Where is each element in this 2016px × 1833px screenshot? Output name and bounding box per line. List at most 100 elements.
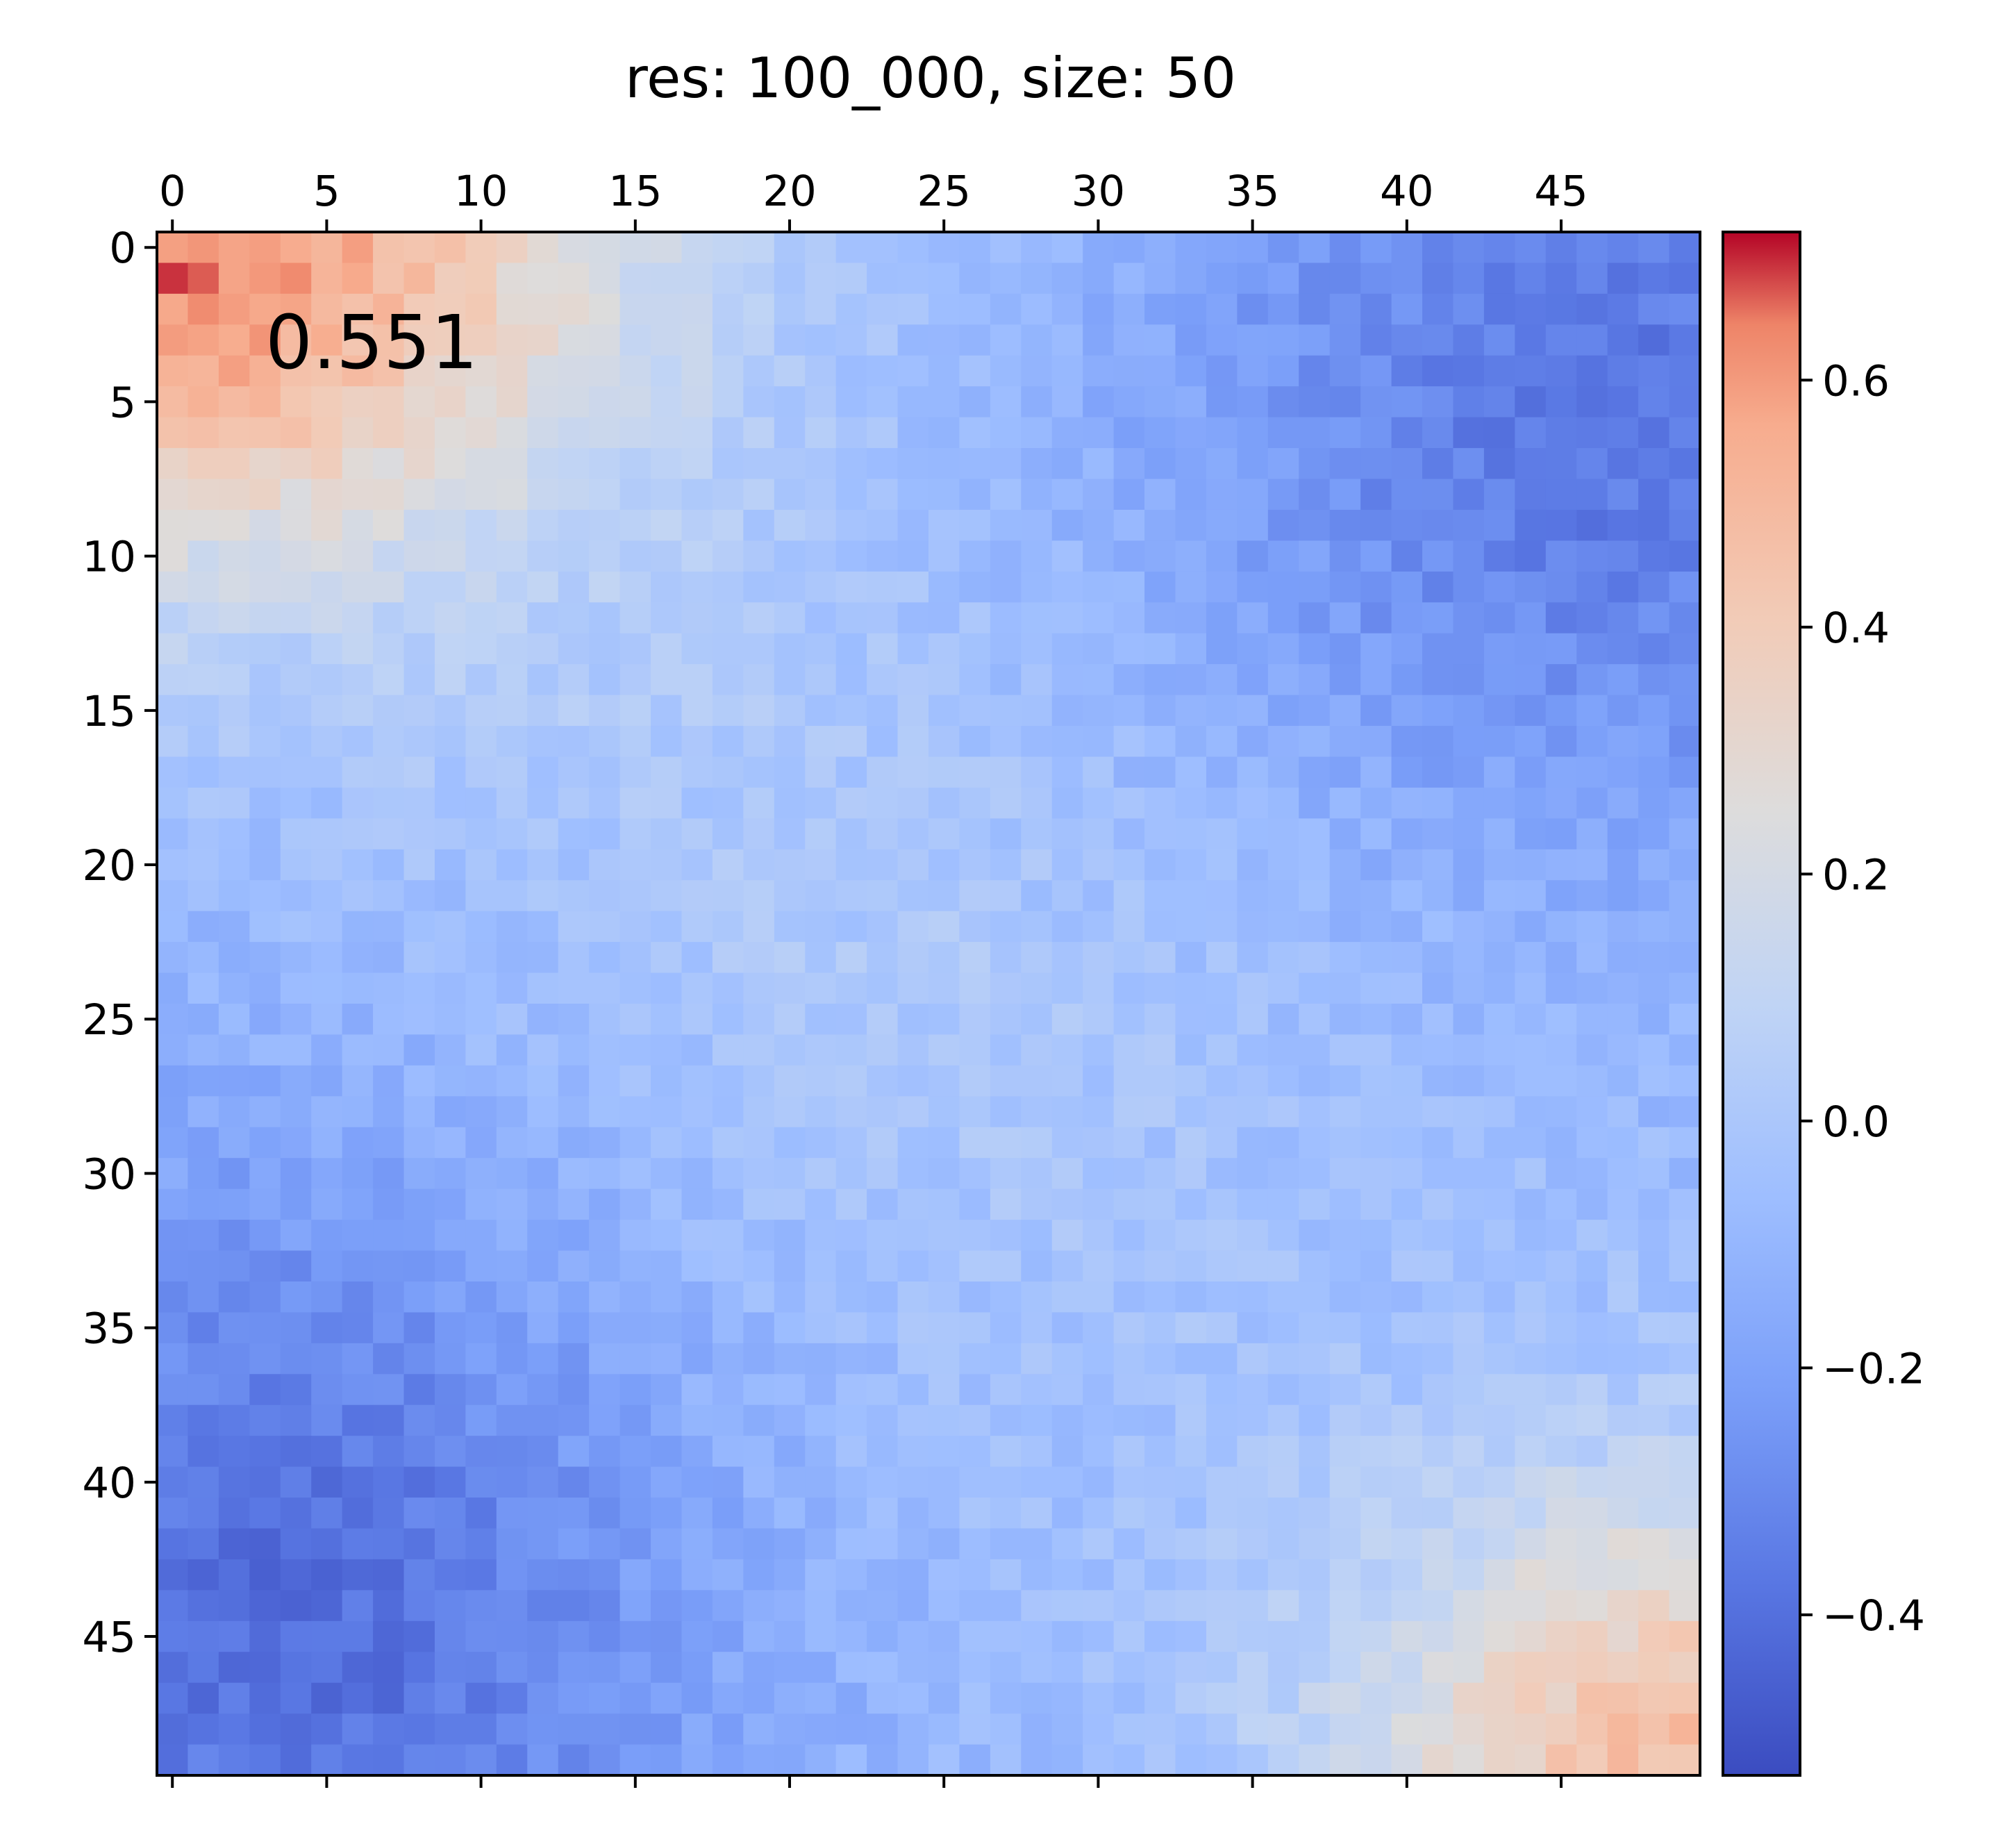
heatmap-cell	[527, 1652, 559, 1684]
heatmap-cell	[651, 1065, 683, 1097]
heatmap-cell	[157, 1744, 189, 1776]
heatmap-cell	[1299, 726, 1331, 758]
heatmap-cell	[651, 417, 683, 449]
heatmap-cell	[1113, 664, 1145, 696]
heatmap-cell	[1360, 1744, 1392, 1776]
heatmap-cell	[835, 942, 867, 974]
heatmap-cell	[280, 479, 312, 511]
heatmap-cell	[1422, 324, 1454, 356]
heatmap-cell	[1545, 1404, 1577, 1436]
heatmap-cell	[1638, 1436, 1670, 1468]
heatmap-cell	[1329, 1404, 1361, 1436]
heatmap-cell	[1360, 1498, 1392, 1529]
heatmap-cell	[589, 355, 621, 387]
heatmap-cell	[928, 1466, 960, 1498]
heatmap-cell	[1669, 1158, 1701, 1190]
heatmap-cell	[681, 972, 713, 1004]
heatmap-cell	[280, 1034, 312, 1066]
heatmap-cell	[651, 880, 683, 912]
heatmap-cell	[188, 787, 219, 819]
heatmap-cell	[249, 1498, 281, 1529]
heatmap-cell	[311, 1312, 343, 1344]
heatmap-cell	[897, 263, 929, 295]
heatmap-cell	[1607, 1127, 1639, 1159]
heatmap-cell	[897, 911, 929, 943]
heatmap-cell	[712, 1004, 744, 1036]
heatmap-cell	[218, 756, 250, 788]
heatmap-cell	[1360, 972, 1392, 1004]
heatmap-cell	[1453, 1528, 1485, 1560]
heatmap-cell	[434, 602, 466, 634]
heatmap-cell	[527, 355, 559, 387]
heatmap-cell	[1576, 1127, 1608, 1159]
heatmap-cell	[1576, 942, 1608, 974]
heatmap-cell	[1669, 386, 1701, 418]
heatmap-cell	[1391, 911, 1423, 943]
heatmap-cell	[1083, 1374, 1115, 1406]
heatmap-cell	[465, 1466, 497, 1498]
heatmap-cell	[619, 1714, 651, 1745]
heatmap-cell	[188, 695, 219, 727]
heatmap-cell	[1299, 633, 1331, 665]
heatmap-cell	[188, 448, 219, 480]
heatmap-cell	[249, 1528, 281, 1560]
heatmap-cell	[1515, 695, 1547, 727]
heatmap-cell	[1267, 232, 1299, 264]
heatmap-cell	[1669, 324, 1701, 356]
heatmap-cell	[1237, 1436, 1269, 1468]
heatmap-cell	[712, 818, 744, 850]
heatmap-cell	[1175, 695, 1207, 727]
heatmap-cell	[1144, 417, 1176, 449]
heatmap-cell	[1515, 1498, 1547, 1529]
heatmap-cell	[1299, 1250, 1331, 1282]
heatmap-cell	[867, 1682, 899, 1714]
heatmap-cell	[1545, 1528, 1577, 1560]
heatmap-cell	[1083, 1281, 1115, 1313]
heatmap-cell	[280, 1127, 312, 1159]
heatmap-cell	[928, 1312, 960, 1344]
heatmap-cell	[527, 571, 559, 603]
heatmap-cell	[1515, 1096, 1547, 1128]
heatmap-cell	[1422, 880, 1454, 912]
heatmap-cell	[1021, 1466, 1053, 1498]
heatmap-cell	[619, 1343, 651, 1375]
heatmap-cell	[403, 1065, 435, 1097]
heatmap-cell	[496, 417, 528, 449]
heatmap-cell	[249, 1004, 281, 1036]
heatmap-cell	[1576, 1220, 1608, 1252]
heatmap-cell	[1175, 972, 1207, 1004]
heatmap-cell	[280, 1158, 312, 1190]
heatmap-cell	[1360, 1281, 1392, 1313]
heatmap-cell	[188, 1714, 219, 1745]
heatmap-cell	[157, 633, 189, 665]
heatmap-cell	[157, 1281, 189, 1313]
heatmap-cell	[465, 756, 497, 788]
heatmap-cell	[280, 1559, 312, 1591]
heatmap-cell	[527, 942, 559, 974]
heatmap-cell	[403, 448, 435, 480]
heatmap-cell	[743, 1466, 775, 1498]
heatmap-cell	[311, 1220, 343, 1252]
heatmap-cell	[1267, 1065, 1299, 1097]
heatmap-cell	[1545, 756, 1577, 788]
heatmap-cell	[403, 293, 435, 325]
heatmap-cell	[527, 324, 559, 356]
heatmap-cell	[990, 1004, 1022, 1036]
heatmap-cell	[743, 1065, 775, 1097]
heatmap-cell	[1329, 448, 1361, 480]
heatmap-cell	[1545, 1714, 1577, 1745]
heatmap-cell	[1021, 263, 1053, 295]
heatmap-cell	[1453, 1652, 1485, 1684]
heatmap-cell	[1515, 1559, 1547, 1591]
heatmap-cell	[188, 1652, 219, 1684]
heatmap-cell	[157, 1158, 189, 1190]
heatmap-cell	[681, 880, 713, 912]
heatmap-cell	[651, 972, 683, 1004]
heatmap-cell	[1144, 726, 1176, 758]
heatmap-cell	[619, 479, 651, 511]
heatmap-cell	[1669, 1096, 1701, 1128]
heatmap-cell	[558, 1682, 590, 1714]
heatmap-cell	[1391, 386, 1423, 418]
heatmap-cell	[1483, 263, 1515, 295]
heatmap-cell	[805, 1559, 837, 1591]
